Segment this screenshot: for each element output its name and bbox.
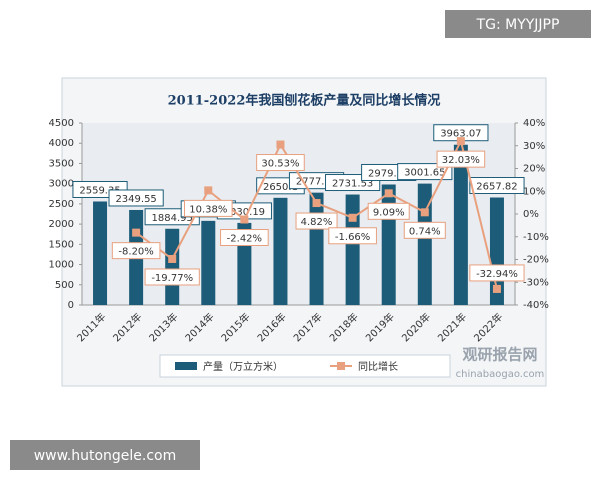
legend-swatch — [175, 362, 197, 370]
data-label: -8.20% — [118, 247, 153, 258]
line-marker — [492, 284, 501, 293]
data-label: 2657.82 — [476, 182, 517, 193]
label-box — [403, 221, 446, 239]
data-label: 0.74% — [409, 226, 441, 237]
data-label: -19.77% — [151, 273, 193, 284]
brand-url: chinabaogao.com — [456, 369, 545, 380]
data-label: -1.66% — [335, 232, 370, 243]
y-tick-label: 4000 — [49, 138, 74, 149]
y-tick-label: 3500 — [49, 158, 74, 169]
line-marker — [348, 213, 357, 222]
y2-tick-label: 40% — [523, 118, 545, 129]
watermark: www.hutongele.com — [34, 448, 177, 464]
data-label: -32.94% — [476, 269, 518, 280]
data-label: -2.42% — [227, 234, 262, 245]
data-label: 3963.07 — [440, 129, 481, 140]
y-tick-label: 4500 — [49, 118, 74, 129]
data-label: 2777.77 — [296, 177, 337, 188]
bar — [93, 201, 108, 305]
bar — [201, 220, 216, 305]
line-marker — [420, 208, 429, 217]
bar — [165, 228, 180, 305]
label-box — [367, 202, 410, 220]
watermark-box — [10, 440, 200, 470]
bar — [381, 184, 396, 305]
label-box — [111, 242, 161, 260]
label-box — [220, 229, 269, 247]
data-label: 30.53% — [261, 159, 299, 170]
y2-tick-label: 10% — [523, 186, 545, 197]
y-tick-label: 1000 — [49, 260, 74, 271]
bar — [309, 192, 324, 305]
brand: 观研报告网 — [462, 346, 537, 364]
watermark: TG: MYYJJPP — [476, 17, 560, 33]
y2-tick-label: -20% — [523, 255, 549, 266]
y2-tick-label: 0% — [523, 209, 539, 220]
data-label: 2030.19 — [224, 207, 265, 218]
watermark-box — [445, 10, 591, 38]
y2-tick-label: -30% — [523, 277, 549, 288]
y2-tick-label: 30% — [523, 141, 545, 152]
data-label: 2979.73 — [368, 168, 409, 179]
label-box — [183, 199, 233, 217]
legend-frame — [159, 354, 451, 378]
label-box — [256, 154, 305, 172]
y2-tick-label: -10% — [523, 232, 549, 243]
line-marker — [312, 199, 321, 208]
line-marker — [276, 140, 285, 149]
y-tick-label: 500 — [55, 280, 74, 291]
label-box — [144, 268, 200, 286]
y-tick-label: 1500 — [49, 239, 74, 250]
chart-title: 2011-2022年我国刨花板产量及同比增长情况 — [168, 93, 441, 109]
line-marker — [204, 186, 213, 195]
data-label: 1884.95 — [152, 213, 193, 224]
label-box — [469, 264, 525, 282]
label-box — [436, 150, 486, 168]
data-label: 9.09% — [373, 207, 405, 218]
line-marker — [168, 254, 177, 263]
bar — [273, 197, 288, 305]
bar — [345, 194, 360, 305]
bar — [453, 144, 468, 305]
line-marker — [456, 137, 465, 146]
data-label: 3001.65 — [404, 168, 445, 179]
y2-tick-label: 20% — [523, 164, 545, 175]
data-label: 10.38% — [189, 204, 227, 215]
label-box — [108, 189, 164, 207]
data-label: 32.03% — [442, 155, 480, 166]
line-marker — [240, 215, 249, 224]
data-label: 2650.1 — [263, 182, 298, 193]
y-tick-label: 0 — [68, 300, 74, 311]
y-tick-label: 2500 — [49, 199, 74, 210]
data-label: 2559.35 — [79, 185, 120, 196]
y-tick-label: 3000 — [49, 179, 74, 190]
data-label: 2731.53 — [332, 179, 373, 190]
y2-tick-label: -40% — [523, 300, 549, 311]
data-label: 4.82% — [301, 217, 333, 228]
legend-label: 同比增长 — [358, 360, 398, 373]
data-label: 2349.55 — [115, 194, 156, 205]
label-box — [469, 177, 525, 195]
line-marker — [384, 189, 393, 198]
label-box — [328, 227, 377, 245]
legend-swatch — [337, 362, 345, 370]
label-box — [295, 212, 338, 230]
line-marker — [132, 228, 141, 237]
y-tick-label: 2000 — [49, 219, 74, 230]
legend-label: 产量（万立方米） — [203, 360, 283, 373]
